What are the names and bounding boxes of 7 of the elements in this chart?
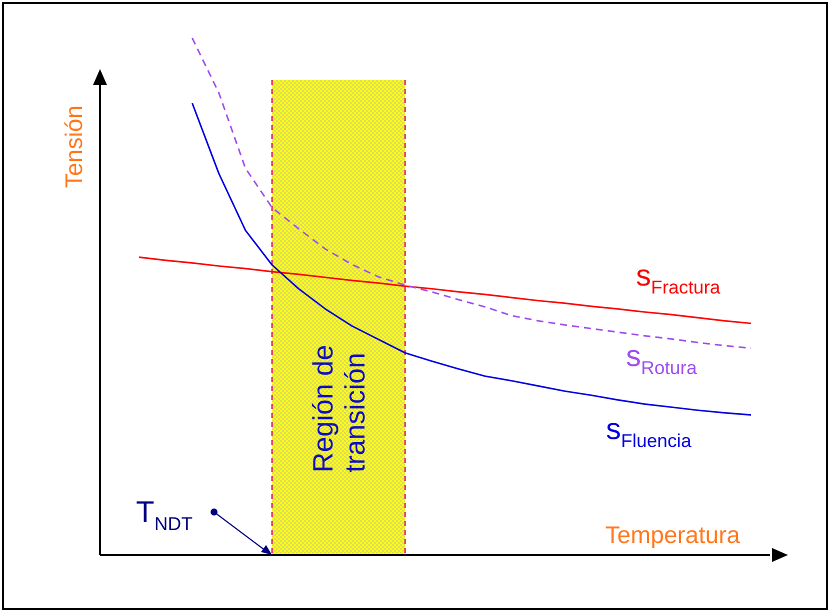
annotation: Región de transición [308,344,371,472]
x-axis-title: Temperatura [605,522,741,549]
series-label: s$_{Rotura}$ [626,340,698,379]
series-label: s$_{Fractura}$ [636,259,721,298]
series-label: s$_{Fluencia}$ [606,412,692,452]
y-axis-title: Tensión [61,105,88,188]
annotation: T$_{NDT}$ [136,496,193,534]
